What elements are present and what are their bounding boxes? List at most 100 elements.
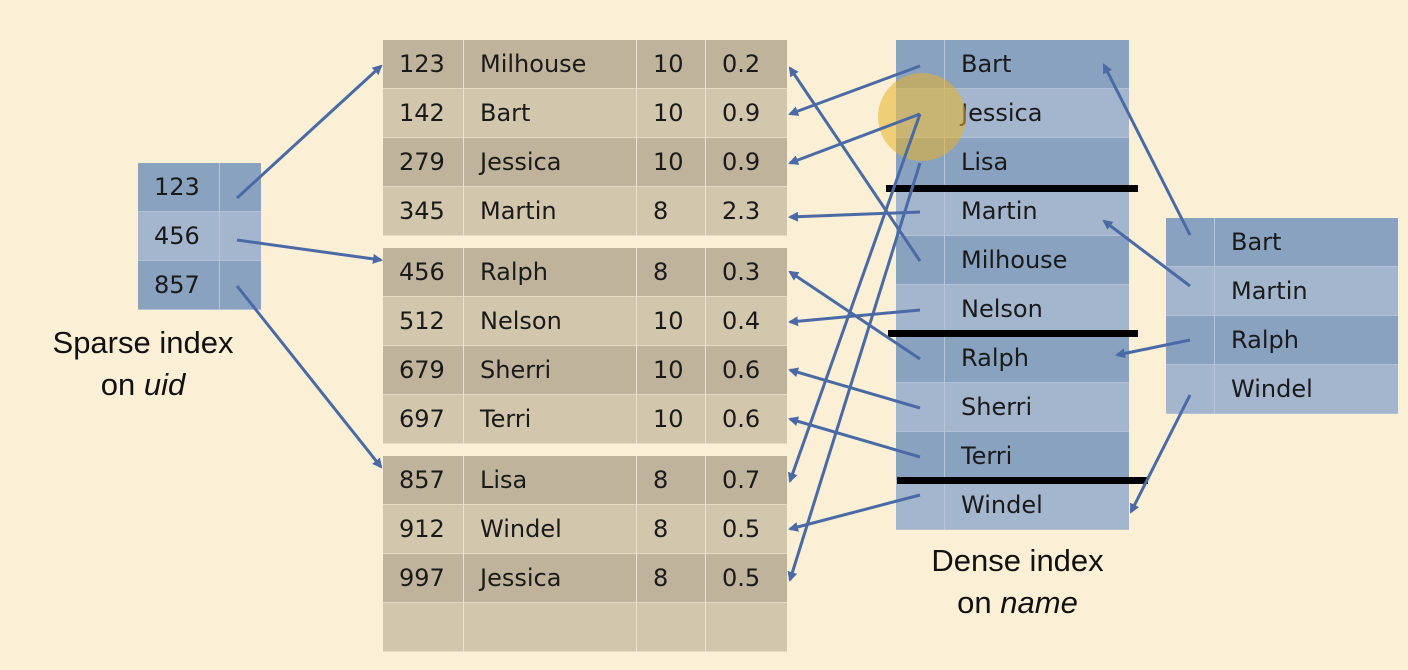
sparse-pointer-cell (220, 163, 261, 212)
dense-caption-field: name (1000, 585, 1078, 620)
name-cell: Ralph (464, 248, 637, 297)
age-cell: 10 (637, 40, 706, 89)
age-cell: 8 (637, 554, 706, 603)
age-cell: 10 (637, 395, 706, 444)
sparse-caption-prefix: on (100, 367, 144, 402)
gpa-cell: 0.4 (722, 307, 761, 335)
dense-name-cell: Sherri (961, 393, 1033, 421)
uid-cell: 512 (383, 297, 464, 346)
data-row: 142 Bart 10 0.9 (383, 89, 787, 138)
gpa-cell (706, 603, 787, 652)
dense-name-cell: Bart (961, 50, 1012, 78)
second-level-pointer-cell (1166, 218, 1215, 267)
name-cell: Lisa (464, 456, 637, 505)
data-row: 123 Milhouse 10 0.2 (383, 40, 787, 89)
name-cell: Sherri (464, 346, 637, 395)
uid-cell (383, 603, 464, 652)
uid-cell: 697 (383, 395, 464, 444)
sparse-index-row: 123 (138, 163, 261, 212)
sparse-pointer-cell (220, 261, 261, 310)
data-row (383, 603, 787, 652)
dense-caption-prefix: on (957, 585, 1001, 620)
data-row: 857 Lisa 8 0.7 (383, 456, 787, 505)
data-row: 512 Nelson 10 0.4 (383, 297, 787, 346)
dense-pointer-cell (896, 383, 945, 432)
name-cell: Nelson (464, 297, 637, 346)
data-row: 697 Terri 10 0.6 (383, 395, 787, 444)
gpa-cell: 0.2 (722, 50, 761, 78)
dense-pointer-cell (896, 138, 945, 187)
dense-block-separator-3 (897, 477, 1148, 484)
dense-pointer-cell (896, 285, 945, 334)
name-cell: Terri (464, 395, 637, 444)
dense-block-separator-2 (888, 330, 1138, 337)
age-cell: 10 (637, 297, 706, 346)
dense-name-cell: Lisa (961, 148, 1009, 176)
dense-index-row: Milhouse (896, 236, 1129, 285)
sparse-index-row: 857 (138, 261, 261, 310)
name-cell: Bart (464, 89, 637, 138)
gpa-cell: 0.5 (722, 564, 761, 592)
data-row: 456 Ralph 8 0.3 (383, 248, 787, 297)
data-block-1: 123 Milhouse 10 0.2 142 Bart 10 0.9 279 Jessica 10… (383, 40, 787, 236)
name-cell (464, 603, 637, 652)
second-level-row: Martin (1166, 267, 1398, 316)
sparse-index-row: 456 (138, 212, 261, 261)
second-level-index-table: Bart Martin Ralph Windel (1166, 218, 1398, 414)
dense-name-cell: Windel (961, 491, 1043, 519)
sparse-key-cell: 857 (138, 261, 220, 310)
dense-index-row: Sherri (896, 383, 1129, 432)
uid-cell: 456 (383, 248, 464, 297)
name-cell: Milhouse (464, 40, 637, 89)
second-level-row: Bart (1166, 218, 1398, 267)
uid-cell: 279 (383, 138, 464, 187)
name-cell: Jessica (464, 138, 637, 187)
name-cell: Windel (464, 505, 637, 554)
dense-index-caption: Dense index on name (905, 540, 1130, 624)
second-level-name-cell: Martin (1231, 277, 1308, 305)
second-level-name-cell: Bart (1231, 228, 1282, 256)
dense-index-row: Terri (896, 432, 1129, 481)
sparse-caption-line2: on uid (30, 364, 256, 406)
sparse-index-table: 123 456 857 (138, 163, 261, 310)
dense-block-separator-1 (886, 185, 1138, 192)
second-level-pointer-cell (1166, 365, 1215, 414)
uid-cell: 912 (383, 505, 464, 554)
dense-pointer-cell (896, 481, 945, 530)
gpa-cell: 0.5 (722, 515, 761, 543)
second-level-name-cell: Ralph (1231, 326, 1299, 354)
sparse-pointer-cell (220, 212, 261, 261)
gpa-cell: 0.9 (722, 148, 761, 176)
dense-pointer-cell (896, 334, 945, 383)
age-cell: 8 (637, 456, 706, 505)
gpa-cell: 0.7 (722, 466, 761, 494)
second-level-name-cell: Windel (1231, 375, 1313, 403)
dense-pointer-cell (896, 432, 945, 481)
dense-index-row: Ralph (896, 334, 1129, 383)
dense-name-cell: Jessica (961, 99, 1043, 127)
dense-pointer-cell (896, 236, 945, 285)
age-cell: 10 (637, 346, 706, 395)
name-cell: Martin (464, 187, 637, 236)
uid-cell: 123 (383, 40, 464, 89)
dense-pointer-cell (896, 40, 945, 89)
age-cell: 10 (637, 89, 706, 138)
data-block-3: 857 Lisa 8 0.7 912 Windel 8 0.5 997 Jessica 8 0.5 (383, 456, 787, 652)
sparse-key-cell: 456 (138, 212, 220, 261)
second-level-row: Windel (1166, 365, 1398, 414)
age-cell: 10 (637, 138, 706, 187)
dense-pointer-cell (896, 187, 945, 236)
data-row: 679 Sherri 10 0.6 (383, 346, 787, 395)
second-level-row: Ralph (1166, 316, 1398, 365)
data-row: 345 Martin 8 2.3 (383, 187, 787, 236)
uid-cell: 345 (383, 187, 464, 236)
dense-name-cell: Terri (961, 442, 1013, 470)
gpa-cell: 2.3 (722, 197, 761, 225)
sparse-caption-field: uid (143, 367, 186, 402)
cursor-highlight (878, 73, 966, 161)
gpa-cell: 0.6 (722, 405, 761, 433)
sparse-caption-line1: Sparse index (52, 325, 234, 360)
dense-index-row: Windel (896, 481, 1129, 530)
second-level-pointer-cell (1166, 316, 1215, 365)
dense-name-cell: Nelson (961, 295, 1043, 323)
